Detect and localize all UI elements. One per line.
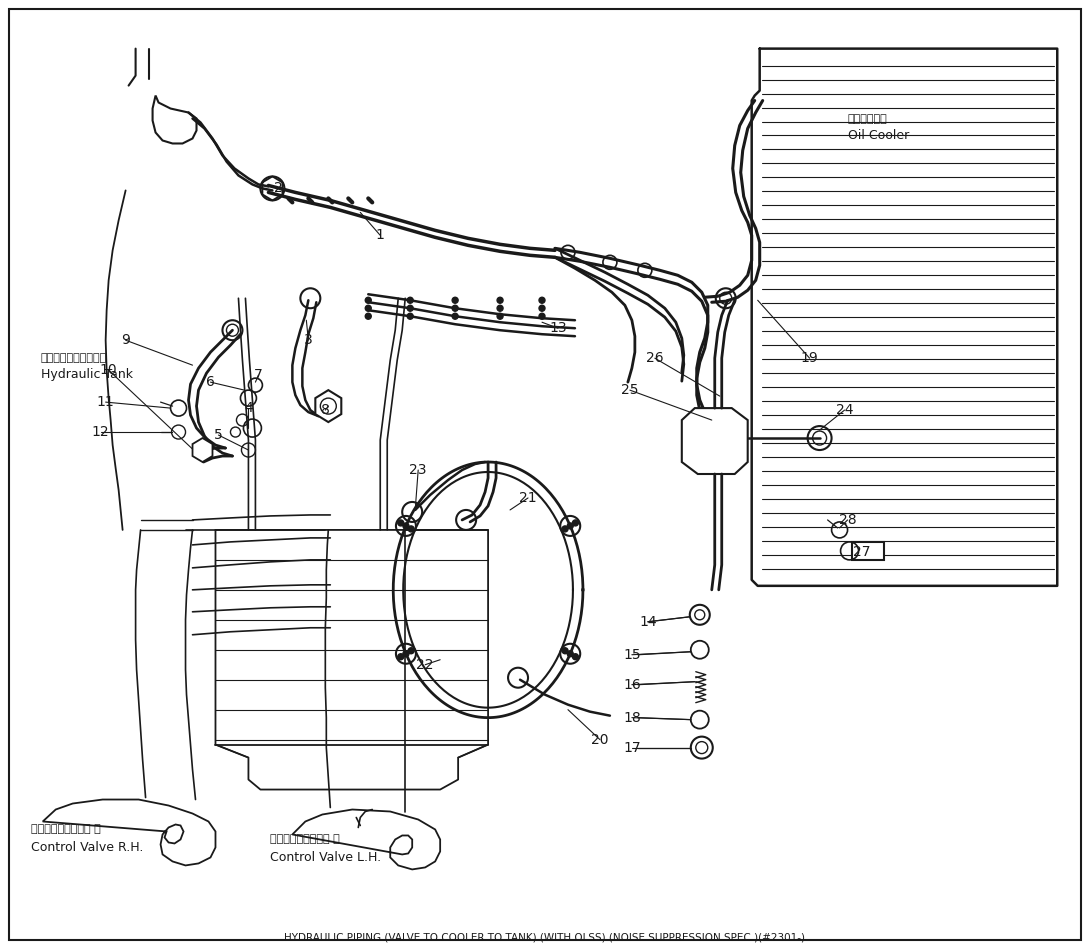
Text: 7: 7 [254,368,263,382]
Circle shape [398,520,403,526]
Text: オイルクーラ: オイルクーラ [848,114,887,123]
Text: 23: 23 [410,463,427,477]
Text: 26: 26 [646,351,664,365]
Text: HYDRAULIC PIPING (VALVE TO COOLER TO TANK) (WITH OLSS) (NOISE SUPPRESSION SPEC.): HYDRAULIC PIPING (VALVE TO COOLER TO TAN… [284,932,806,942]
Circle shape [452,313,458,319]
Text: Control Valve R.H.: Control Valve R.H. [31,841,143,854]
Text: 13: 13 [549,321,567,335]
Polygon shape [153,96,196,143]
Text: 19: 19 [801,351,819,365]
Circle shape [452,306,458,311]
Circle shape [365,313,372,319]
Circle shape [572,520,579,526]
Text: 1: 1 [376,229,385,242]
Text: 25: 25 [621,383,639,397]
Circle shape [408,306,413,311]
Text: 15: 15 [623,648,641,661]
Text: ハイドロリックタンク: ハイドロリックタンク [40,353,107,363]
Circle shape [403,523,409,529]
Text: 11: 11 [97,395,114,409]
Text: 12: 12 [92,425,109,439]
Text: 17: 17 [623,740,641,754]
Circle shape [365,297,372,304]
Text: 20: 20 [591,733,608,747]
Circle shape [452,297,458,304]
Text: 2: 2 [274,181,282,195]
Circle shape [365,306,372,311]
Polygon shape [315,390,341,422]
Text: 10: 10 [100,363,118,377]
Bar [851,542,884,560]
Circle shape [572,654,579,660]
Polygon shape [193,438,213,462]
Circle shape [567,651,573,657]
Text: コントロールバルブ 右: コントロールバルブ 右 [31,825,100,834]
Text: 27: 27 [852,545,870,559]
Text: 9: 9 [121,333,130,347]
Text: 3: 3 [304,333,313,347]
Circle shape [408,648,414,654]
Circle shape [567,523,573,529]
Text: コントロールバルブ 左: コントロールバルブ 左 [270,834,340,845]
Circle shape [497,297,504,304]
Polygon shape [682,408,748,474]
Circle shape [497,306,504,311]
Text: 21: 21 [519,491,537,505]
Text: 14: 14 [639,615,656,629]
Text: 8: 8 [320,403,330,418]
Polygon shape [43,799,216,865]
Text: 16: 16 [623,678,641,692]
Text: Control Valve L.H.: Control Valve L.H. [270,851,382,864]
Circle shape [408,297,413,304]
Circle shape [398,654,403,660]
Text: 22: 22 [416,658,434,672]
Circle shape [540,297,545,304]
Text: Oil Cooler: Oil Cooler [848,129,909,142]
Circle shape [497,313,504,319]
Text: 5: 5 [214,428,222,442]
Circle shape [562,526,568,532]
Text: 6: 6 [206,375,215,389]
Circle shape [408,526,414,532]
Circle shape [403,651,409,657]
Circle shape [562,648,568,654]
Circle shape [540,313,545,319]
Text: 24: 24 [836,403,853,418]
Text: Hydraulic Tank: Hydraulic Tank [40,367,133,381]
Text: 4: 4 [244,401,253,415]
Polygon shape [292,809,440,869]
Text: 28: 28 [838,512,857,527]
Text: 18: 18 [623,711,641,725]
Circle shape [540,306,545,311]
Circle shape [408,313,413,319]
